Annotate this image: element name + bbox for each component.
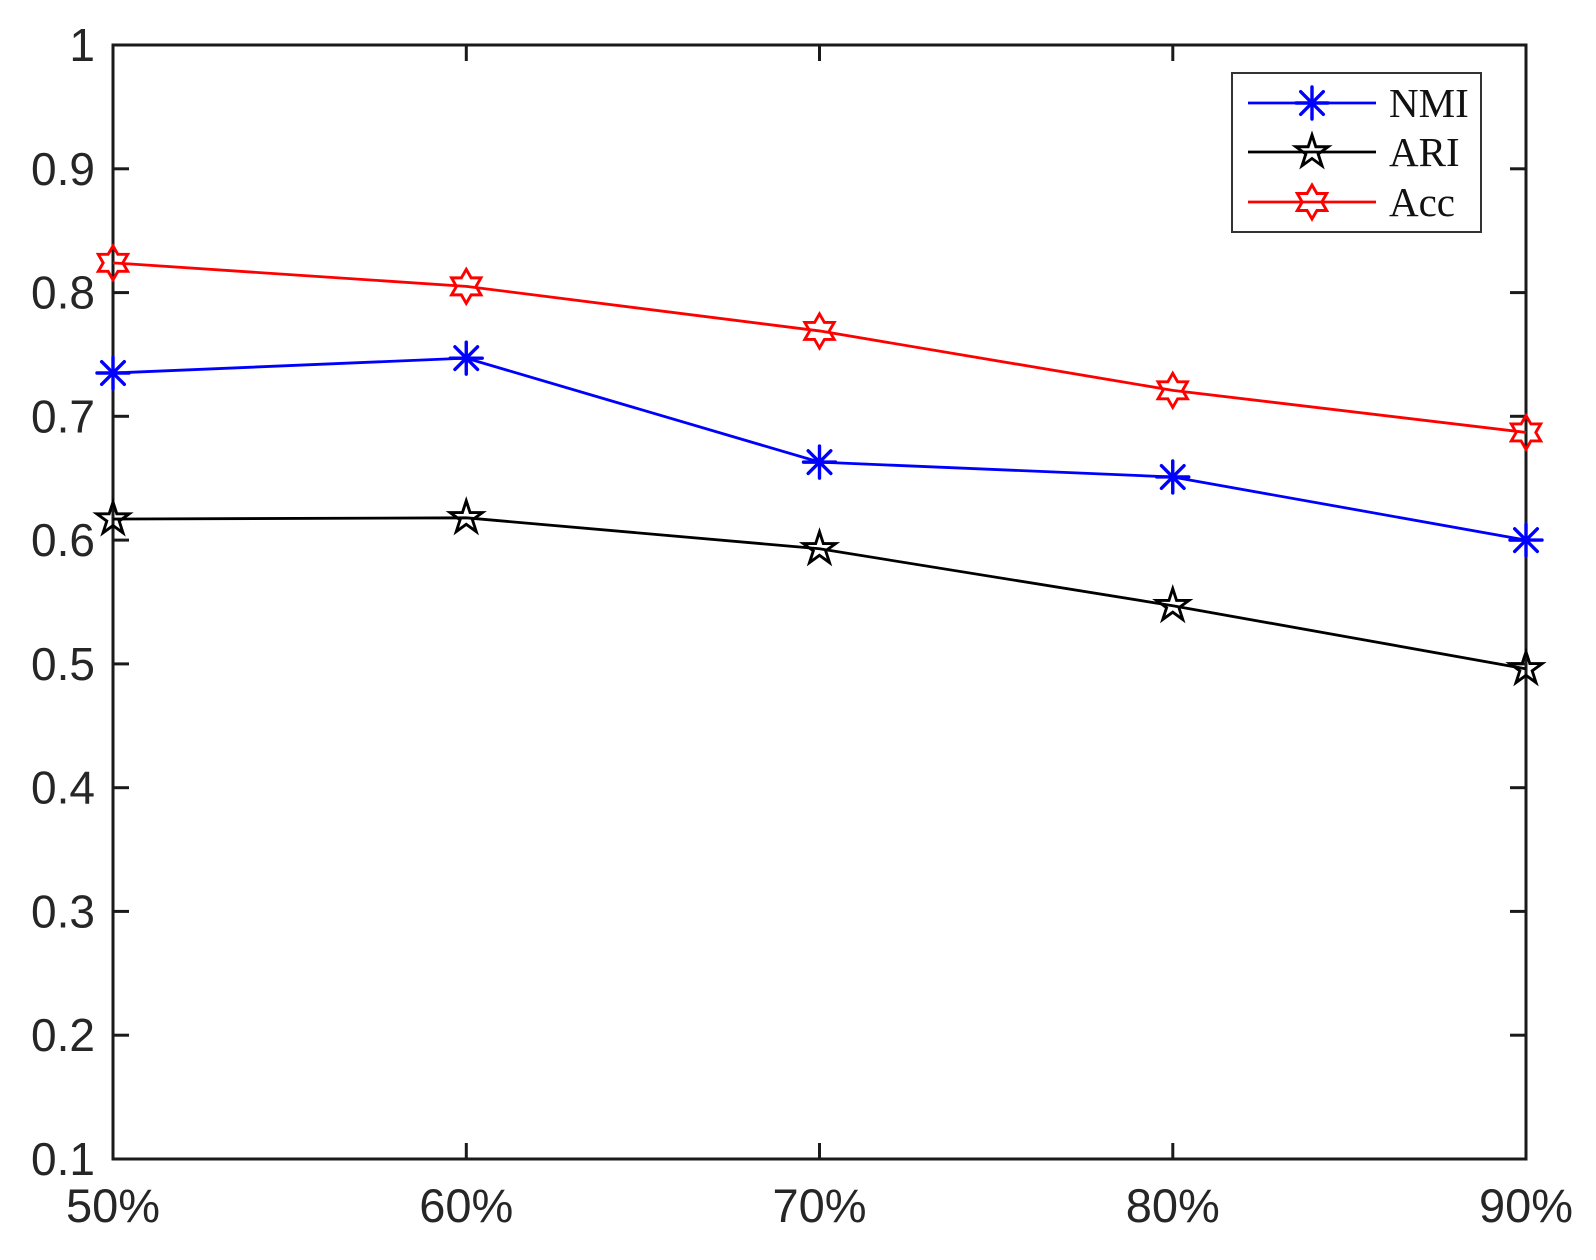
marker-hexagram-icon	[95, 242, 131, 283]
y-tick-label: 0.7	[31, 390, 95, 442]
marker-hexagram-icon	[449, 266, 484, 307]
legend-box: NMI ARI Acc	[1231, 72, 1482, 233]
marker-pentagram-icon	[798, 527, 841, 567]
marker-pentagram-icon	[92, 497, 134, 537]
y-tick-label: 0.4	[31, 762, 95, 814]
legend-label-nmi: NMI	[1389, 79, 1469, 126]
marker-pentagram-icon	[1505, 647, 1547, 687]
legend-marker-hexagram-icon	[1294, 182, 1330, 223]
y-tick-label: 0.6	[31, 514, 95, 566]
legend-label-ari: ARI	[1389, 129, 1460, 176]
x-tick-label: 70%	[772, 1179, 866, 1232]
marker-hexagram-icon	[1508, 412, 1544, 453]
series-line-ari	[112, 516, 1527, 671]
series-line-acc	[112, 261, 1527, 434]
legend-item-nmi: NMI	[1233, 78, 1480, 127]
y-tick-label: 1	[69, 19, 95, 71]
marker-hexagram-icon	[1155, 370, 1190, 411]
legend-item-acc: Acc	[1233, 178, 1480, 227]
legend-sample-ari	[1248, 130, 1376, 171]
x-tick-label: 90%	[1479, 1179, 1573, 1232]
marker-asterisk-icon	[1508, 522, 1544, 558]
x-tick-label: 80%	[1126, 1179, 1220, 1232]
y-tick-label: 0.5	[31, 638, 95, 690]
y-tick-label: 0.3	[31, 885, 95, 937]
marker-asterisk-icon	[95, 355, 131, 391]
marker-asterisk-icon	[1155, 459, 1191, 495]
legend-sample-acc	[1248, 182, 1376, 223]
marker-asterisk-icon	[448, 340, 484, 376]
legend-sample-nmi	[1248, 85, 1376, 121]
legend-label-acc: Acc	[1389, 179, 1456, 226]
legend-marker-pentagram-icon	[1291, 130, 1333, 171]
y-tick-label: 0.9	[31, 143, 95, 195]
legend-marker-asterisk-icon	[1294, 85, 1330, 121]
x-tick-label: 50%	[66, 1179, 160, 1232]
y-tick-label: 0.1	[31, 1133, 95, 1185]
marker-pentagram-icon	[1152, 584, 1194, 624]
legend-item-ari: ARI	[1233, 128, 1480, 177]
x-tick-label: 60%	[419, 1179, 513, 1232]
y-tick-label: 0.8	[31, 267, 95, 319]
marker-pentagram-icon	[445, 496, 487, 536]
marker-hexagram-icon	[802, 311, 837, 351]
marker-asterisk-icon	[801, 444, 838, 480]
y-tick-label: 0.2	[31, 1009, 95, 1061]
